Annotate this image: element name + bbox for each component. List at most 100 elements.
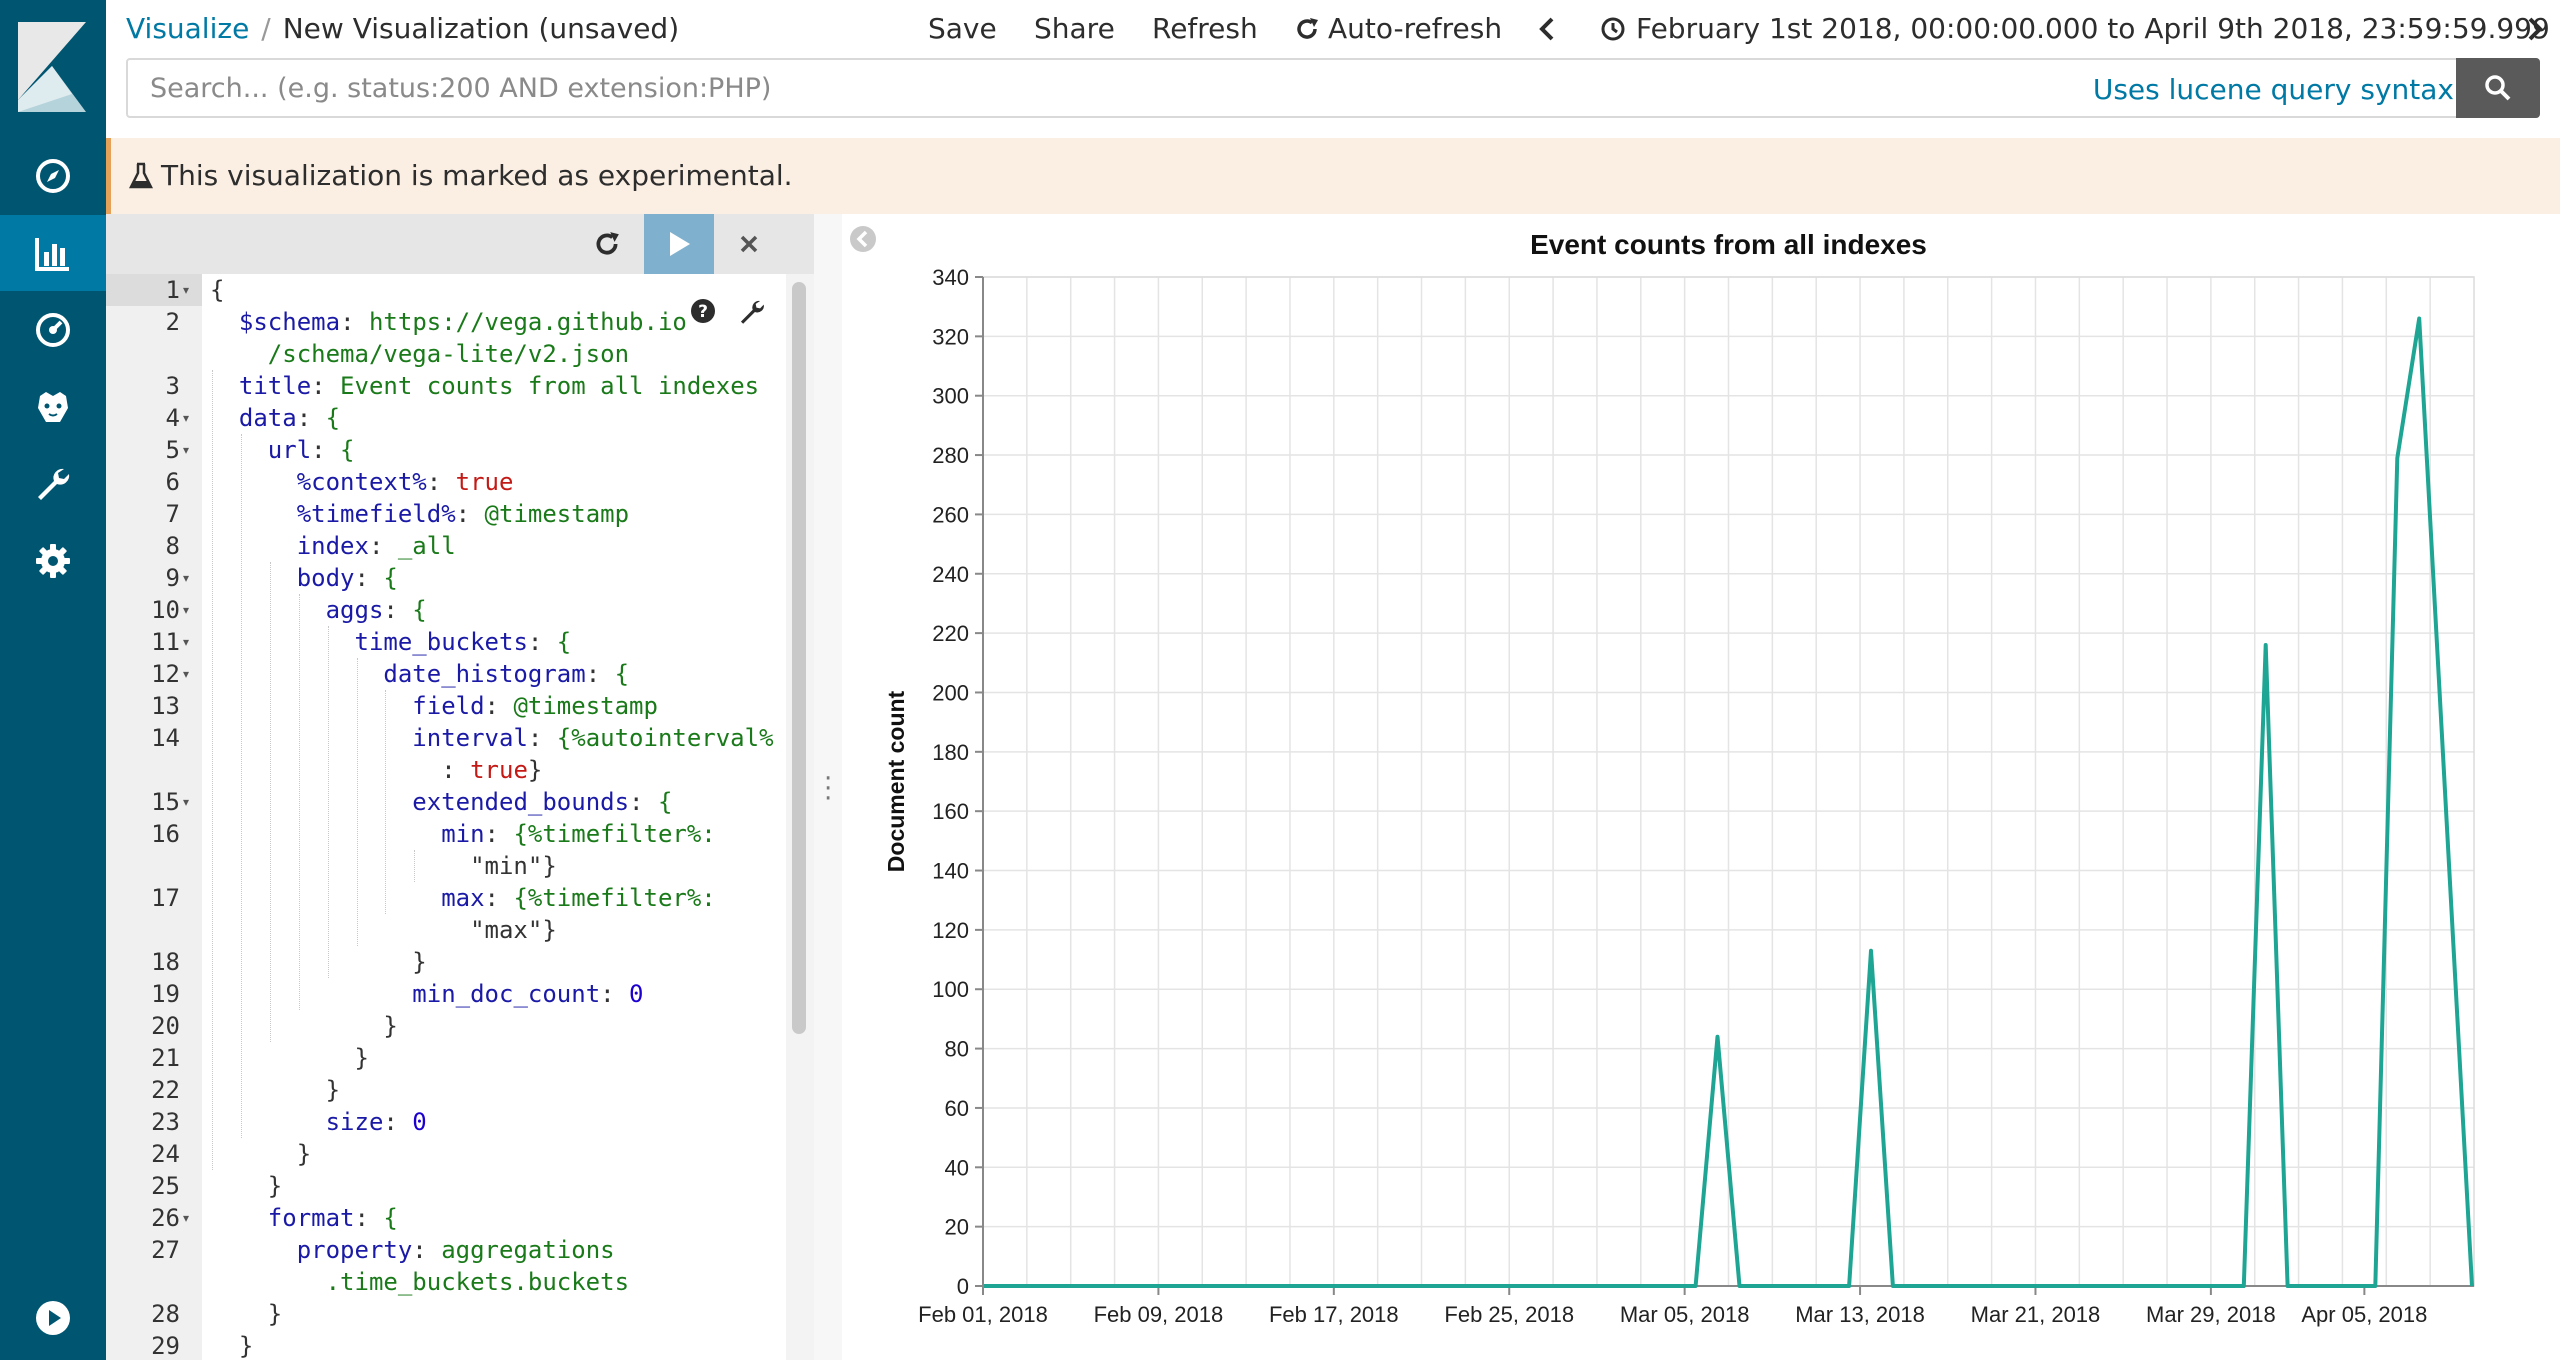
discard-button[interactable] <box>714 214 784 274</box>
fold-arrow-icon[interactable]: ▾ <box>183 795 190 809</box>
y-tick-label: 120 <box>932 918 969 943</box>
code-line: } <box>210 1172 283 1200</box>
fold-arrow-icon[interactable]: ▾ <box>183 411 190 425</box>
clock-icon <box>1601 17 1625 40</box>
indent-guide <box>385 690 387 914</box>
line-number: 23 <box>151 1108 180 1136</box>
lucene-syntax-link[interactable]: Uses lucene query syntax <box>2092 73 2454 106</box>
code-line: .time_buckets.buckets <box>325 1268 630 1296</box>
line-number: 27 <box>151 1236 180 1264</box>
line-number: 26 <box>151 1204 180 1232</box>
line-number: 8 <box>165 532 180 560</box>
nav-dev-tools[interactable] <box>0 446 106 522</box>
x-tick-label: Feb 01, 2018 <box>918 1302 1048 1327</box>
code-line: property: aggregations <box>296 1236 615 1264</box>
line-number: 15 <box>151 788 180 816</box>
management-icon <box>36 544 70 578</box>
code-line: interval: {%autointerval% <box>412 724 774 752</box>
search-button[interactable] <box>2456 58 2540 118</box>
code-line: %timefield%: @timestamp <box>296 500 630 528</box>
line-number: 29 <box>151 1332 180 1360</box>
time-forward-chevron-icon[interactable] <box>2524 16 2546 42</box>
code-line: /schema/vega-lite/v2.json <box>267 340 630 368</box>
nav-management[interactable] <box>0 523 106 599</box>
line-number: 7 <box>165 500 180 528</box>
line-number: 1 <box>165 276 180 304</box>
code-line: body: { <box>296 564 398 592</box>
line-number: 14 <box>151 724 180 752</box>
editor-scrollbar[interactable] <box>786 274 814 1360</box>
line-number: 24 <box>151 1140 180 1168</box>
code-line: { <box>210 276 225 304</box>
x-tick-label: Mar 13, 2018 <box>1795 1302 1925 1327</box>
line-number: 19 <box>151 980 180 1008</box>
line-number: 18 <box>151 948 180 976</box>
collapse-editor-icon[interactable] <box>848 224 878 254</box>
code-line: format: { <box>267 1204 398 1232</box>
svg-text:?: ? <box>698 302 708 322</box>
fold-arrow-icon[interactable]: ▾ <box>183 571 190 585</box>
search-input[interactable] <box>150 60 2000 116</box>
fold-arrow-icon[interactable]: ▾ <box>183 1211 190 1225</box>
editor-scrollbar-thumb[interactable] <box>792 282 806 1034</box>
nav-visualize[interactable] <box>0 215 106 291</box>
y-tick-label: 20 <box>945 1215 969 1240</box>
fold-arrow-icon[interactable]: ▾ <box>183 635 190 649</box>
code-line: max: {%timefilter%: <box>441 884 716 912</box>
dev-tools-icon <box>38 468 70 500</box>
code-line: : true} <box>210 756 543 784</box>
nav-timelion[interactable] <box>0 369 106 445</box>
reset-button[interactable] <box>572 214 642 274</box>
y-tick-label: 80 <box>945 1037 969 1062</box>
share-button[interactable]: Share <box>1034 12 1115 45</box>
y-tick-label: 60 <box>945 1096 969 1121</box>
breadcrumb: Visualize / New Visualization (unsaved) <box>126 12 679 45</box>
refresh-icon <box>1297 17 1318 39</box>
code-line: min: {%timefilter%: <box>441 820 716 848</box>
timelion-icon <box>38 392 68 422</box>
search-bar: Uses lucene query syntax <box>126 58 2540 118</box>
indent-guide <box>298 594 300 1010</box>
nav-dashboard[interactable] <box>0 292 106 368</box>
visualize-icon <box>35 238 69 271</box>
fold-arrow-icon[interactable]: ▾ <box>183 603 190 617</box>
panel-resizer[interactable]: · · · <box>814 214 842 1360</box>
vega-chart: 0 20 40 60 80 100 120 140 160 180 200 220 240 260 280 3… <box>842 214 2560 1360</box>
wrench-icon[interactable] <box>738 298 766 326</box>
code-line: "max"} <box>210 916 557 944</box>
code-line: } <box>210 1044 369 1072</box>
y-tick-label: 260 <box>932 502 969 527</box>
fold-arrow-icon[interactable]: ▾ <box>183 283 190 297</box>
help-icon[interactable]: ? <box>690 298 716 324</box>
indent-guide <box>212 370 213 1170</box>
y-tick-label: 280 <box>932 443 969 468</box>
nav-collapse[interactable] <box>0 1280 106 1356</box>
auto-refresh-button[interactable]: Auto-refresh <box>1294 12 1502 45</box>
refresh-button[interactable]: Refresh <box>1152 12 1258 45</box>
code-editor[interactable]: ? 1 ▾{2 $schema: https://vega.github.io /… <box>106 274 814 1360</box>
fold-arrow-icon[interactable]: ▾ <box>183 443 190 457</box>
dashboard-icon <box>36 313 70 347</box>
line-number: 20 <box>151 1012 180 1040</box>
code-line: min_doc_count: 0 <box>412 980 644 1008</box>
x-tick-label: Feb 09, 2018 <box>1094 1302 1224 1327</box>
code-line: date_histogram: { <box>383 660 630 688</box>
code-line: extended_bounds: { <box>412 788 673 816</box>
play-icon <box>670 232 690 256</box>
x-tick-label: Feb 17, 2018 <box>1269 1302 1399 1327</box>
kibana-logo-icon[interactable] <box>18 22 86 112</box>
code-line: title: Event counts from all indexes <box>238 372 760 400</box>
time-back-chevron-icon[interactable] <box>1536 16 1558 42</box>
save-button[interactable]: Save <box>928 12 997 45</box>
nav-discover[interactable] <box>0 138 106 214</box>
series-line <box>984 316 2474 1288</box>
fold-arrow-icon[interactable]: ▾ <box>183 667 190 681</box>
indent-guide <box>414 850 416 882</box>
time-picker[interactable]: February 1st 2018, 00:00:00.000 to April… <box>1600 12 2550 45</box>
breadcrumb-visualize-link[interactable]: Visualize <box>126 12 250 45</box>
x-tick-label: Mar 29, 2018 <box>2146 1302 2276 1327</box>
apply-changes-button[interactable] <box>644 214 714 274</box>
top-bar: Visualize / New Visualization (unsaved) Sa… <box>106 0 2560 60</box>
breadcrumb-current: New Visualization (unsaved) <box>282 12 680 45</box>
line-number: 13 <box>151 692 180 720</box>
